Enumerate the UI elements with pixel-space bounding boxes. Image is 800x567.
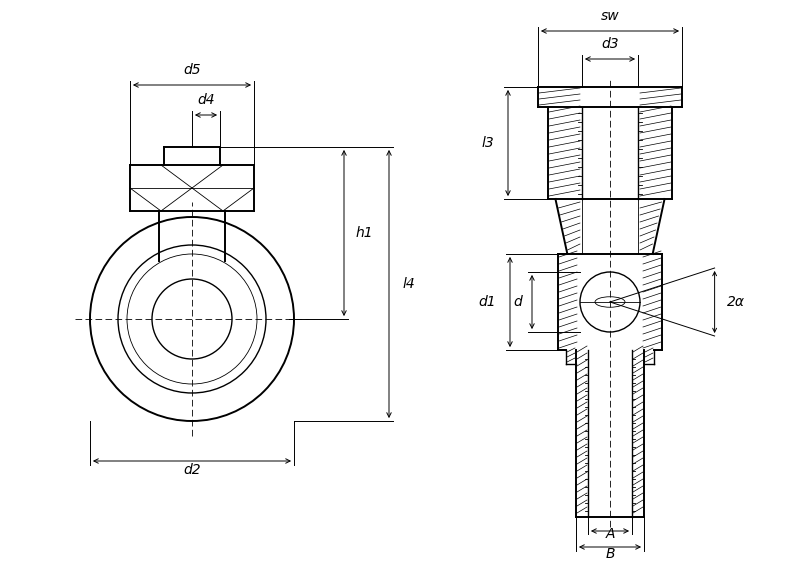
Text: l3: l3 [482, 136, 494, 150]
Text: l4: l4 [403, 277, 416, 291]
Text: B: B [606, 547, 614, 561]
Text: d3: d3 [601, 37, 619, 51]
Text: sw: sw [601, 9, 619, 23]
Text: 2α: 2α [726, 295, 745, 309]
Text: d: d [514, 295, 522, 309]
Text: h1: h1 [356, 226, 374, 240]
Text: A: A [606, 527, 614, 541]
Text: d2: d2 [183, 463, 201, 477]
Text: d1: d1 [478, 295, 496, 309]
Text: d5: d5 [183, 63, 201, 77]
Text: d4: d4 [197, 93, 215, 107]
